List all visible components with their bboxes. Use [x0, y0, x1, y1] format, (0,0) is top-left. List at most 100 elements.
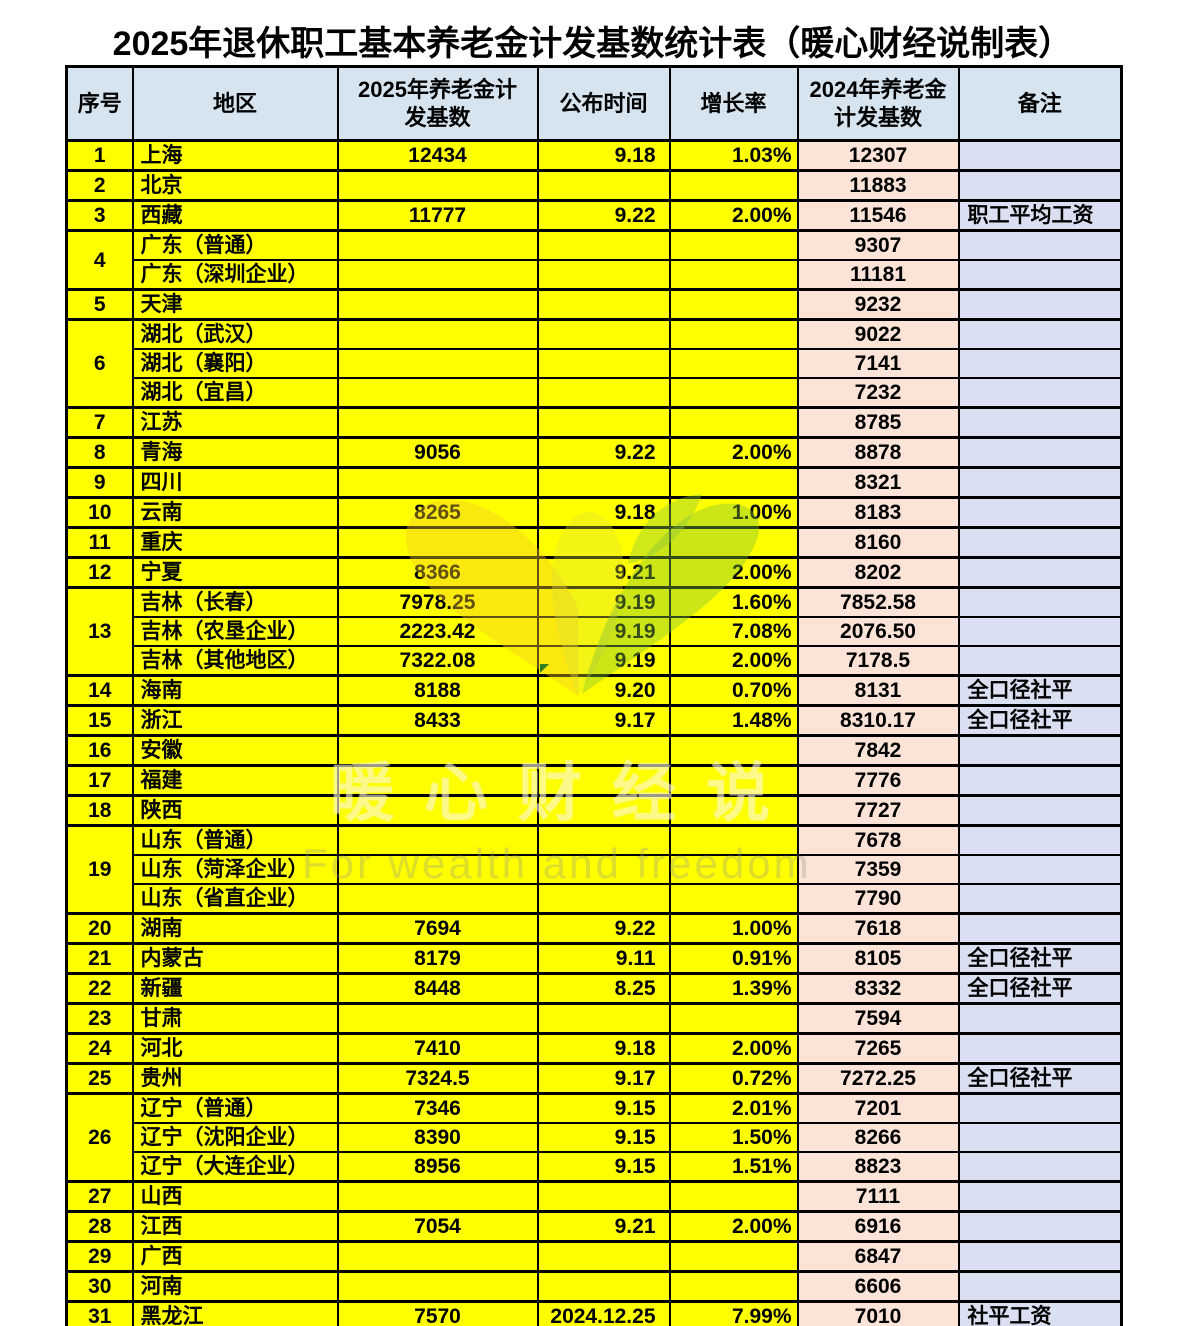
cell-date — [536, 1240, 671, 1273]
cell-region: 山东（普通） — [131, 824, 339, 856]
cell-base2024: 6606 — [796, 1270, 960, 1303]
cell-growth: 0.91% — [668, 942, 799, 975]
cell-date — [536, 169, 671, 202]
cell-note: 全口径社平 — [957, 704, 1123, 737]
cell-date: 9.18 — [536, 139, 671, 172]
table-row: 14 海南 8188 9.20 0.70% 8131 全口径社平 — [65, 674, 1123, 707]
cell-growth: 2.00% — [668, 1032, 799, 1065]
cell-date — [536, 1270, 671, 1303]
cell-region: 新疆 — [131, 972, 339, 1005]
cell-date — [536, 526, 671, 559]
cell-note — [957, 1032, 1123, 1065]
cell-base2025 — [336, 348, 539, 379]
cell-note — [957, 1092, 1123, 1124]
cell-region: 河北 — [131, 1032, 339, 1065]
cell-growth: 2.00% — [668, 645, 799, 677]
cell-growth — [668, 824, 799, 856]
cell-region: 辽宁（大连企业） — [131, 1151, 339, 1183]
table-row: 7 江苏 8785 — [65, 406, 1123, 439]
cell-date — [536, 1002, 671, 1035]
cell-date — [536, 406, 671, 439]
cell-base2025: 7346 — [336, 1092, 539, 1124]
cell-note: 全口径社平 — [957, 1062, 1123, 1095]
cell-base2024: 7678 — [796, 824, 960, 856]
cell-date: 9.19 — [536, 616, 671, 647]
table-row: 辽宁（沈阳企业） 8390 9.15 1.50% 8266 — [67, 1122, 1123, 1153]
table-row: 1 上海 12434 9.18 1.03% 12307 — [65, 139, 1123, 172]
cell-note: 全口径社平 — [957, 674, 1123, 707]
cell-serial-no: 16 — [65, 734, 134, 767]
cell-note — [957, 466, 1123, 499]
cell-serial-no: 11 — [65, 526, 134, 559]
cell-note — [957, 883, 1123, 915]
cell-note: 全口径社平 — [957, 972, 1123, 1005]
cell-date: 9.20 — [536, 674, 671, 707]
table-row: 山东（菏泽企业） 7359 — [67, 854, 1123, 885]
cell-note: 全口径社平 — [957, 942, 1123, 975]
cell-region: 海南 — [131, 674, 339, 707]
cell-growth — [668, 794, 799, 827]
cell-growth — [668, 854, 799, 885]
cell-note — [957, 734, 1123, 767]
cell-region: 四川 — [131, 466, 339, 499]
cell-note — [957, 1270, 1123, 1303]
cell-region: 云南 — [131, 496, 339, 529]
table-row: 9 四川 8321 — [65, 466, 1123, 499]
cell-region: 广西 — [131, 1240, 339, 1273]
cell-growth — [668, 526, 799, 559]
cell-serial-no: 13 — [65, 586, 134, 677]
cell-serial-no: 17 — [65, 764, 134, 797]
cell-serial-no: 24 — [65, 1032, 134, 1065]
cell-serial-no: 9 — [65, 466, 134, 499]
cell-date: 9.18 — [536, 496, 671, 529]
cell-serial-no: 18 — [65, 794, 134, 827]
cell-serial-no: 20 — [65, 912, 134, 945]
cell-base2025 — [336, 526, 539, 559]
table-row: 3 西藏 11777 9.22 2.00% 11546 职工平均工资 — [65, 199, 1123, 232]
cell-region: 安徽 — [131, 734, 339, 767]
cell-serial-no: 8 — [65, 436, 134, 469]
cell-growth: 1.51% — [668, 1151, 799, 1183]
cell-region: 青海 — [131, 436, 339, 469]
table-row: 23 甘肃 7594 — [65, 1002, 1123, 1035]
cell-base2024: 8131 — [796, 674, 960, 707]
cell-base2024: 7852.58 — [796, 586, 960, 618]
cell-base2024: 7010 — [796, 1300, 960, 1326]
cell-date: 9.22 — [536, 912, 671, 945]
table-row: 21 内蒙古 8179 9.11 0.91% 8105 全口径社平 — [65, 942, 1123, 975]
cell-base2025 — [336, 229, 539, 261]
cell-base2025: 11777 — [336, 199, 539, 232]
column-header-5: 2024年养老金 计发基数 — [796, 65, 960, 142]
cell-date — [536, 348, 671, 379]
cell-date — [536, 794, 671, 827]
cell-base2025 — [336, 1180, 539, 1213]
table-row: 10 云南 8265 9.18 1.00% 8183 — [65, 496, 1123, 529]
cell-region: 甘肃 — [131, 1002, 339, 1035]
table-row: 山东（省直企业） 7790 — [67, 883, 1123, 915]
cell-serial-no: 1 — [65, 139, 134, 172]
cell-note — [957, 348, 1123, 379]
cell-growth: 0.72% — [668, 1062, 799, 1095]
cell-base2024: 6916 — [796, 1210, 960, 1243]
cell-region: 陕西 — [131, 794, 339, 827]
table-row: 30 河南 6606 — [65, 1270, 1123, 1303]
cell-region: 山东（菏泽企业） — [131, 854, 339, 885]
cell-note — [957, 1151, 1123, 1183]
cell-date — [536, 318, 671, 350]
cell-base2025: 8433 — [336, 704, 539, 737]
cell-growth — [668, 318, 799, 350]
cell-serial-no: 28 — [65, 1210, 134, 1243]
cell-region: 山东（省直企业） — [131, 883, 339, 915]
cell-date — [536, 377, 671, 409]
cell-date: 9.22 — [536, 199, 671, 232]
cell-base2025 — [336, 883, 539, 915]
cell-base2024: 8266 — [796, 1122, 960, 1153]
cell-region: 重庆 — [131, 526, 339, 559]
cell-base2024: 7727 — [796, 794, 960, 827]
table-row: 16 安徽 7842 — [65, 734, 1123, 767]
cell-region: 辽宁（沈阳企业） — [131, 1122, 339, 1153]
cell-region: 广东（深圳企业） — [131, 259, 339, 291]
column-header-0: 序号 — [65, 65, 134, 142]
cell-note — [957, 1210, 1123, 1243]
cell-growth: 2.00% — [668, 436, 799, 469]
